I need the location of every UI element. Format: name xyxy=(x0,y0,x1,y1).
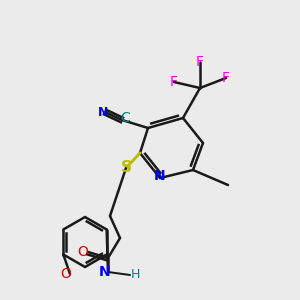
Text: H: H xyxy=(130,268,140,281)
Text: F: F xyxy=(196,55,204,69)
Text: F: F xyxy=(170,75,178,89)
Text: S: S xyxy=(121,160,131,175)
Text: N: N xyxy=(98,106,108,118)
Text: O: O xyxy=(78,245,88,259)
Text: N: N xyxy=(154,169,166,183)
Text: C: C xyxy=(120,111,130,125)
Text: O: O xyxy=(61,267,71,281)
Text: N: N xyxy=(99,265,111,279)
Text: F: F xyxy=(222,71,230,85)
